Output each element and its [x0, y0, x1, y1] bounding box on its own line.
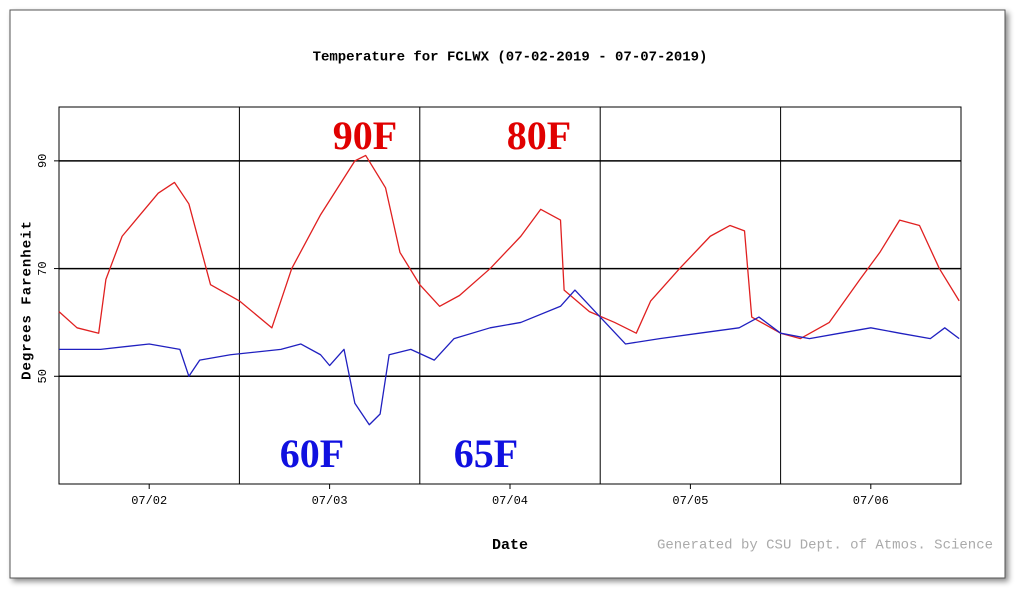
y-tick-label: 90	[36, 154, 50, 168]
x-axis-label: Date	[492, 537, 528, 554]
annotation: 65F	[454, 431, 518, 476]
x-tick-label: 07/04	[492, 494, 528, 508]
series-line	[58, 154, 960, 340]
x-tick-label: 07/03	[312, 494, 348, 508]
annotation: 90F	[333, 113, 397, 158]
annotation: 80F	[507, 113, 571, 158]
x-tick-label: 07/02	[131, 494, 167, 508]
annotation: 60F	[280, 431, 344, 476]
series-line	[59, 289, 960, 426]
x-tick-label: 07/06	[853, 494, 889, 508]
credit: Generated by CSU Dept. of Atmos. Science	[657, 538, 993, 554]
y-axis-label: Degrees Farenheit	[20, 220, 36, 380]
plot-area	[58, 106, 962, 485]
y-tick-label: 70	[36, 261, 50, 275]
y-tick-label: 50	[36, 369, 50, 383]
x-tick-label: 07/05	[672, 494, 708, 508]
chart-title: Temperature for FCLWX (07-02-2019 - 07-0…	[313, 50, 708, 66]
